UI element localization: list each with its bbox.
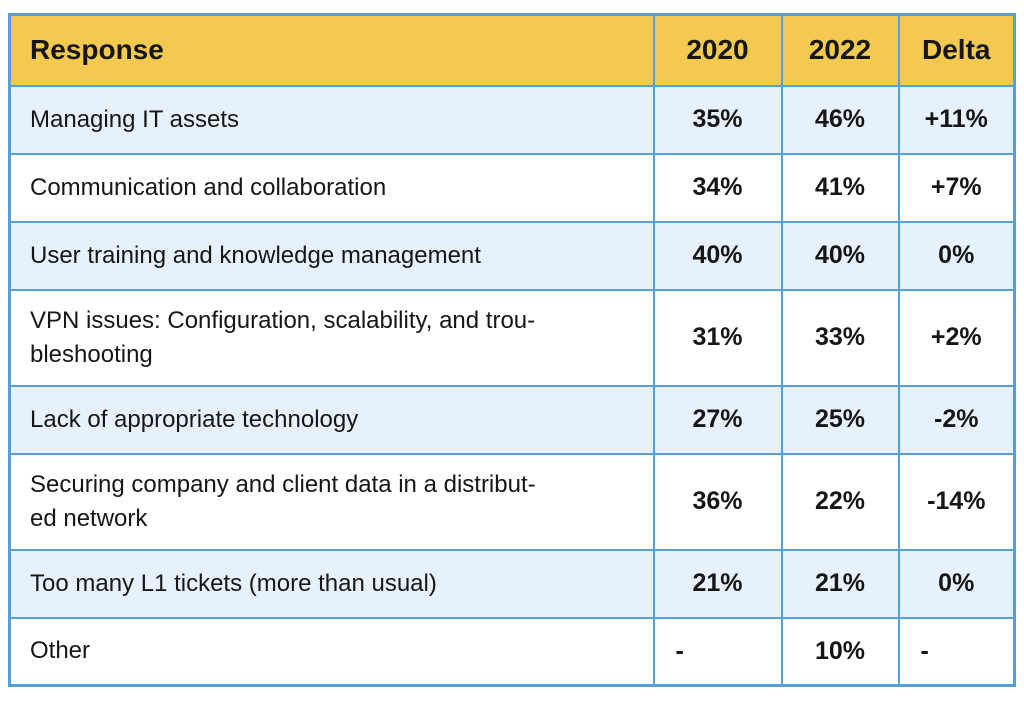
table-row: Too many L1 tickets (more than usual) 21%…: [8, 548, 1016, 619]
value-cell: 0%: [897, 220, 1016, 291]
value-cell: 41%: [780, 152, 900, 223]
value-cell: 25%: [780, 384, 900, 455]
table-body: Managing IT assets 35% 46% +11% Communicatio…: [8, 84, 1016, 687]
response-cell: Lack of appropriate technology: [8, 384, 655, 455]
table-row: Lack of appropriate technology 27% 25% -2%: [8, 384, 1016, 455]
column-header-2020: 2020: [652, 13, 783, 87]
value-cell: 22%: [780, 452, 900, 551]
response-cell: Managing IT assets: [8, 84, 655, 155]
column-header-delta: Delta: [897, 13, 1016, 87]
value-cell: 21%: [652, 548, 783, 619]
value-cell: 40%: [652, 220, 783, 291]
header-row: Response 2020 2022 Delta: [8, 13, 1016, 87]
value-cell: +2%: [897, 288, 1016, 387]
table-row: Securing company and client data in a di…: [8, 452, 1016, 551]
value-cell: 27%: [652, 384, 783, 455]
value-cell: -2%: [897, 384, 1016, 455]
response-cell: Communication and collaboration: [8, 152, 655, 223]
value-cell: 34%: [652, 152, 783, 223]
column-header-response: Response: [8, 13, 655, 87]
survey-results-table: Response 2020 2022 Delta Managing IT assets…: [8, 13, 1016, 687]
value-cell: -14%: [897, 452, 1016, 551]
value-cell: -: [652, 616, 783, 687]
value-cell: 10%: [780, 616, 900, 687]
value-cell: 36%: [652, 452, 783, 551]
response-cell: Other: [8, 616, 655, 687]
table-row: Managing IT assets 35% 46% +11%: [8, 84, 1016, 155]
value-cell: 0%: [897, 548, 1016, 619]
value-cell: 21%: [780, 548, 900, 619]
table-row: Other -10% -: [8, 616, 1016, 687]
response-cell: VPN issues: Configuration, scalability, …: [8, 288, 655, 387]
value-cell: +7%: [897, 152, 1016, 223]
value-cell: 46%: [780, 84, 900, 155]
value-cell: 31%: [652, 288, 783, 387]
table-row: User training and knowledge management 40…: [8, 220, 1016, 291]
value-cell: -: [897, 616, 1016, 687]
response-cell: User training and knowledge management: [8, 220, 655, 291]
response-cell: Securing company and client data in a di…: [8, 452, 655, 551]
table-row: VPN issues: Configuration, scalability, …: [8, 288, 1016, 387]
value-cell: 40%: [780, 220, 900, 291]
value-cell: +11%: [897, 84, 1016, 155]
table-row: Communication and collaboration 34% 41% +7%: [8, 152, 1016, 223]
value-cell: 35%: [652, 84, 783, 155]
response-cell: Too many L1 tickets (more than usual): [8, 548, 655, 619]
value-cell: 33%: [780, 288, 900, 387]
column-header-2022: 2022: [780, 13, 900, 87]
